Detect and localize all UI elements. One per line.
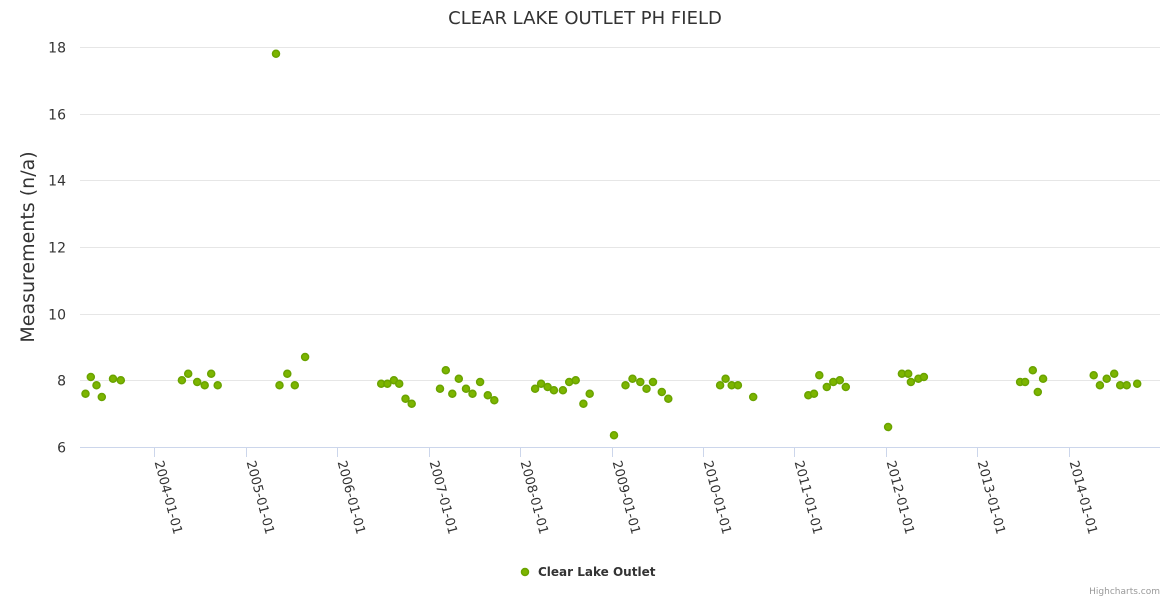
data-point[interactable] — [441, 366, 451, 375]
data-point[interactable] — [1038, 374, 1048, 383]
data-point[interactable] — [275, 381, 284, 390]
y-tick-label: 8 — [57, 374, 66, 390]
data-point[interactable] — [483, 391, 493, 400]
data-point[interactable] — [841, 382, 851, 392]
data-point[interactable] — [1132, 379, 1142, 388]
data-point[interactable] — [1020, 377, 1030, 387]
data-point[interactable] — [1028, 366, 1038, 375]
data-point[interactable] — [906, 377, 916, 387]
data-point[interactable] — [490, 396, 499, 405]
data-point[interactable] — [715, 381, 725, 390]
data-point[interactable] — [1095, 381, 1105, 390]
legend-marker — [520, 567, 530, 577]
data-point[interactable] — [448, 389, 457, 398]
y-tick-label: 10 — [48, 308, 66, 324]
y-tick-label: 12 — [48, 241, 66, 257]
y-tick-label: 6 — [57, 441, 66, 457]
data-point[interactable] — [283, 369, 292, 378]
data-point[interactable] — [1109, 369, 1119, 378]
data-point[interactable] — [579, 399, 588, 408]
data-point[interactable] — [183, 369, 193, 378]
data-point[interactable] — [206, 369, 216, 378]
credits-link[interactable]: Highcharts.com — [1089, 587, 1160, 597]
data-point[interactable] — [809, 389, 819, 398]
data-point[interactable] — [475, 377, 485, 387]
data-point[interactable] — [401, 394, 410, 403]
data-point[interactable] — [733, 381, 743, 390]
data-point[interactable] — [92, 381, 101, 390]
data-point[interactable] — [200, 381, 209, 390]
data-point[interactable] — [1033, 387, 1043, 397]
data-point[interactable] — [192, 377, 202, 387]
data-point[interactable] — [903, 369, 913, 378]
data-point[interactable] — [290, 381, 300, 390]
data-point[interactable] — [642, 384, 651, 393]
chart-title: CLEAR LAKE OUTLET PH FIELD — [448, 8, 722, 29]
data-point[interactable] — [1102, 374, 1111, 383]
series-clear-lake-outlet[interactable] — [81, 49, 1142, 440]
data-point[interactable] — [648, 377, 658, 387]
data-point[interactable] — [300, 352, 310, 362]
y-axis-ticks: 6 8 10 12 14 16 18 — [48, 41, 66, 457]
data-point[interactable] — [664, 394, 673, 403]
data-point[interactable] — [558, 386, 568, 395]
data-point[interactable] — [636, 377, 645, 387]
data-point[interactable] — [748, 392, 758, 402]
data-point[interactable] — [883, 422, 893, 432]
data-point[interactable] — [108, 374, 118, 383]
data-point[interactable] — [177, 376, 187, 385]
data-point[interactable] — [549, 386, 559, 395]
y-tick-label: 14 — [48, 174, 66, 190]
data-point[interactable] — [394, 379, 404, 388]
data-point[interactable] — [461, 384, 471, 393]
y-tick-label: 18 — [48, 41, 66, 57]
data-point[interactable] — [585, 389, 594, 398]
data-point[interactable] — [407, 399, 416, 408]
data-point[interactable] — [835, 376, 845, 385]
data-point[interactable] — [435, 384, 445, 393]
data-point[interactable] — [815, 371, 824, 380]
data-point[interactable] — [86, 372, 96, 382]
data-point[interactable] — [609, 431, 619, 440]
data-point[interactable] — [628, 374, 637, 383]
data-point[interactable] — [271, 49, 281, 58]
y-tick-label: 16 — [48, 108, 66, 124]
data-point[interactable] — [822, 382, 832, 392]
data-point[interactable] — [383, 379, 392, 388]
data-point[interactable] — [530, 384, 540, 393]
data-point[interactable] — [721, 374, 730, 383]
data-point[interactable] — [116, 376, 126, 385]
data-point[interactable] — [536, 379, 546, 388]
y-axis-label: Measurements (n/a) — [17, 151, 39, 342]
data-point[interactable] — [454, 374, 464, 383]
gridlines — [80, 47, 1160, 381]
data-point[interactable] — [571, 376, 580, 385]
legend[interactable]: Clear Lake Outlet — [520, 565, 656, 579]
data-point[interactable] — [543, 382, 552, 392]
legend-item-clear-lake-outlet[interactable]: Clear Lake Outlet — [538, 565, 656, 579]
data-point[interactable] — [81, 389, 90, 398]
data-point[interactable] — [1089, 371, 1098, 380]
data-point[interactable] — [97, 392, 107, 402]
data-point[interactable] — [621, 381, 630, 390]
data-point[interactable] — [213, 381, 222, 390]
data-point[interactable] — [657, 387, 667, 397]
data-point[interactable] — [919, 372, 929, 382]
data-point[interactable] — [468, 389, 477, 398]
data-point[interactable] — [1122, 381, 1131, 390]
